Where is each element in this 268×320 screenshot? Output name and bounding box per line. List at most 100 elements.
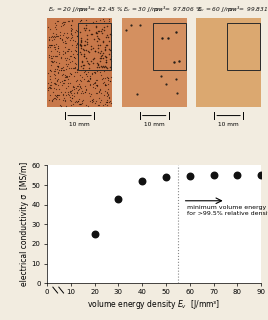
Point [54,81,58,86]
Point [95,61,99,66]
Point [49,86,53,91]
Point [63,19,67,24]
Point [135,91,139,96]
Point [65,63,70,68]
Point [88,75,92,80]
Point [63,44,68,49]
Point [85,46,89,52]
Point [103,29,107,34]
Point [188,174,192,179]
Point [83,68,87,73]
Point [107,46,111,52]
Point [75,32,80,37]
Point [59,90,63,95]
Point [89,27,93,32]
Point [87,74,92,79]
Bar [227,23,260,69]
Point [59,68,63,73]
Point [66,81,70,86]
Point [81,91,85,96]
Point [66,92,70,97]
Point [69,36,73,41]
Point [95,68,99,74]
Point [53,20,57,25]
Point [48,27,52,32]
Point [46,81,51,86]
Point [103,45,108,50]
Point [84,26,88,31]
Point [105,39,109,44]
Point [75,77,79,82]
Point [89,47,94,52]
Point [56,83,61,88]
Text: $E_v$ = 20 J/mm³: $E_v$ = 20 J/mm³ [48,4,92,14]
Point [75,67,79,72]
Point [105,42,110,47]
Point [49,49,54,54]
Point [69,54,74,59]
Point [53,68,57,74]
Point [85,69,90,74]
Point [63,50,68,55]
Point [103,49,108,54]
Point [77,87,81,92]
Point [55,94,59,100]
Point [90,22,95,27]
Point [104,43,108,48]
Point [78,84,82,89]
Point [79,49,83,54]
Point [49,80,53,85]
Point [98,28,102,33]
Point [60,66,64,71]
Point [96,62,100,67]
Point [93,49,98,54]
Point [72,54,76,59]
Point [51,85,56,90]
Point [95,60,99,65]
Point [73,48,77,53]
Point [101,63,105,68]
Text: 10 mm: 10 mm [69,122,90,127]
Point [73,64,77,69]
Point [77,29,82,34]
Point [82,40,87,45]
Point [102,39,107,44]
Text: minimum volume energy
for >99.5% relative density: minimum volume energy for >99.5% relativ… [187,205,268,216]
Point [56,63,60,68]
Point [58,29,62,35]
Point [63,72,67,77]
Point [61,52,65,57]
Point [76,46,80,51]
Point [80,60,84,65]
Point [76,40,80,45]
Point [79,68,83,73]
Point [95,43,100,48]
Point [87,90,91,95]
Point [94,25,98,30]
Bar [47,18,112,107]
Point [91,19,95,24]
Point [73,29,77,34]
Point [102,83,107,88]
Point [64,62,68,67]
Point [48,67,52,72]
Point [65,49,69,54]
Point [124,28,128,33]
Point [66,77,71,82]
Point [75,83,79,88]
Point [81,38,86,43]
Point [91,63,96,68]
Point [80,46,85,52]
Point [101,76,105,81]
Point [79,43,83,48]
Point [61,98,65,103]
Point [59,56,63,61]
Point [73,55,77,60]
Point [109,59,113,64]
Point [48,92,53,98]
Point [100,25,104,30]
Point [82,54,86,59]
Point [58,32,62,37]
Point [95,30,99,35]
Point [83,90,87,95]
